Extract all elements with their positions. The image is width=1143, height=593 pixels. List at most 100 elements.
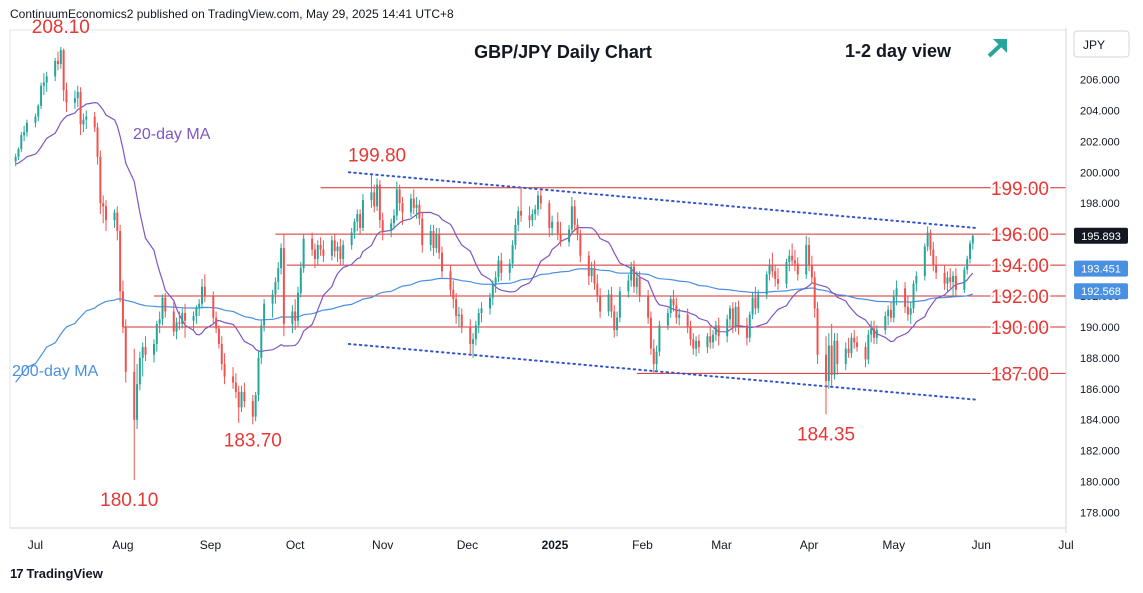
candle bbox=[220, 336, 223, 371]
candle bbox=[551, 215, 554, 236]
candle bbox=[497, 255, 500, 283]
candle-body bbox=[342, 244, 345, 259]
candle-body bbox=[491, 283, 494, 298]
x-tick-label: Jun bbox=[972, 538, 991, 552]
x-tick-label: 2025 bbox=[542, 538, 569, 552]
candle-body bbox=[316, 244, 319, 259]
price-annotation: 183.70 bbox=[224, 430, 282, 451]
candle bbox=[59, 47, 62, 69]
candle bbox=[788, 249, 791, 272]
candle-body bbox=[531, 214, 534, 221]
candle bbox=[234, 373, 237, 399]
candle-body bbox=[833, 340, 836, 375]
candle-body bbox=[494, 277, 497, 284]
candle-body bbox=[709, 336, 712, 343]
candle bbox=[805, 235, 808, 279]
candle-body bbox=[618, 291, 621, 318]
candle-body bbox=[497, 260, 500, 278]
candle bbox=[480, 302, 483, 323]
candle-body bbox=[17, 149, 20, 157]
candle bbox=[361, 193, 364, 232]
candle-body bbox=[57, 60, 59, 65]
candle-body bbox=[635, 277, 638, 287]
candle-body bbox=[62, 50, 65, 91]
candle-body bbox=[136, 384, 139, 420]
candle-body bbox=[73, 98, 76, 103]
candle-body bbox=[768, 265, 771, 275]
candle-body bbox=[390, 223, 393, 232]
x-tick-label: Oct bbox=[286, 538, 305, 552]
candle-body bbox=[748, 314, 751, 338]
candle-body bbox=[537, 195, 539, 210]
candle-body bbox=[282, 248, 285, 324]
price-chart[interactable]: 199.00 196.00 194.00 192.00 190.00 187.00 208.… bbox=[0, 0, 1143, 563]
candle bbox=[251, 394, 254, 425]
candle bbox=[455, 292, 458, 324]
candle-body bbox=[534, 209, 537, 215]
candle bbox=[184, 303, 187, 338]
candle bbox=[342, 240, 345, 266]
candle bbox=[963, 266, 966, 293]
candle bbox=[915, 271, 918, 292]
candle-body bbox=[356, 214, 359, 222]
candle bbox=[568, 224, 571, 247]
candle-body bbox=[731, 308, 734, 327]
candle-body bbox=[409, 198, 412, 213]
candle-body bbox=[539, 195, 542, 204]
candle-body bbox=[576, 224, 579, 235]
candle bbox=[539, 189, 542, 210]
candle-body bbox=[655, 351, 658, 365]
candle bbox=[678, 308, 681, 326]
candle-body bbox=[971, 235, 974, 244]
candle bbox=[579, 229, 582, 262]
candle bbox=[508, 258, 511, 281]
candle-body bbox=[904, 288, 907, 307]
candle-body bbox=[429, 231, 432, 245]
candle bbox=[672, 289, 675, 312]
chart-title: GBP/JPY Daily Chart bbox=[474, 42, 652, 62]
axes: 208.000206.000204.000202.000200.000198.0… bbox=[10, 28, 1128, 552]
candle bbox=[435, 227, 438, 253]
candle-body bbox=[599, 296, 602, 312]
candle bbox=[737, 300, 740, 335]
candle-body bbox=[469, 326, 472, 344]
candle-body bbox=[892, 296, 895, 318]
candle bbox=[895, 280, 898, 306]
candle-body bbox=[906, 306, 909, 315]
candle-body bbox=[836, 340, 839, 365]
candle bbox=[105, 200, 107, 232]
candle-body bbox=[805, 244, 808, 275]
candle bbox=[528, 206, 531, 228]
currency-box[interactable]: JPY bbox=[1073, 30, 1130, 58]
candle bbox=[717, 317, 720, 346]
candle-body bbox=[969, 243, 971, 259]
candle bbox=[847, 337, 850, 358]
candle bbox=[373, 184, 376, 213]
candle bbox=[618, 286, 621, 323]
candle-body bbox=[432, 231, 435, 249]
candle-body bbox=[271, 294, 274, 304]
published-caption: ContinuumEconomics2 published on Trading… bbox=[10, 7, 454, 21]
candle-body bbox=[692, 339, 695, 349]
candle bbox=[793, 249, 796, 272]
ma20-price-tag: 193.451 bbox=[1074, 260, 1128, 277]
candle-body bbox=[381, 220, 384, 232]
candle bbox=[62, 48, 65, 102]
x-tick-label: Aug bbox=[112, 538, 133, 552]
candle-body bbox=[844, 348, 847, 365]
candle bbox=[813, 271, 816, 318]
candle-body bbox=[121, 291, 124, 327]
candle bbox=[99, 150, 102, 215]
candle bbox=[215, 311, 218, 334]
candle bbox=[926, 226, 929, 252]
candle bbox=[607, 289, 610, 317]
footer[interactable]: 17 TradingView bbox=[10, 566, 103, 581]
candle bbox=[531, 209, 534, 227]
ma200-price-tag: 192.568 bbox=[1074, 283, 1128, 300]
candle-body bbox=[689, 326, 692, 340]
candle bbox=[613, 305, 616, 338]
candle bbox=[401, 197, 404, 225]
candle bbox=[906, 296, 909, 321]
candle bbox=[675, 297, 678, 324]
candle bbox=[457, 306, 460, 327]
